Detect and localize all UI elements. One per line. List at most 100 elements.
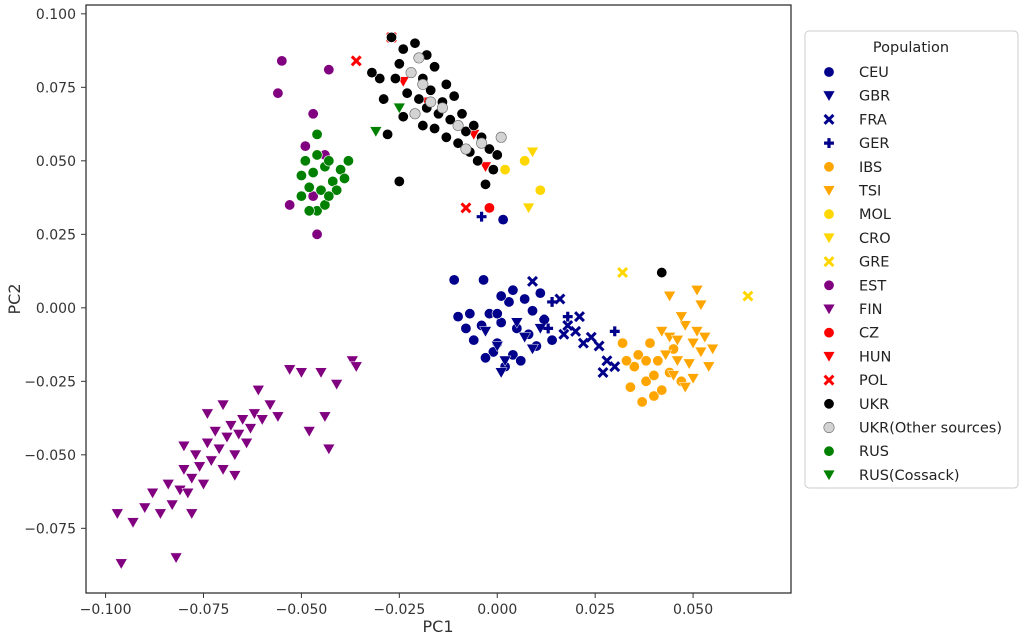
point-fin [114,558,128,570]
y-tick-label: −0.025 [24,374,76,390]
point-ceu [519,293,531,305]
point-ukr [378,93,390,105]
point-tsi [655,326,669,338]
point-ceu [497,214,509,226]
point-ger [609,326,620,337]
point-ukr [397,43,409,55]
legend-label-gbr: GBR [859,89,890,105]
point-tsi [659,349,673,362]
point-fin [314,367,328,379]
point-rus [311,128,323,140]
point-fin [212,443,226,456]
point-ukr [374,73,386,85]
point-ibs [640,355,652,367]
point-fra [593,340,605,352]
point-fin [177,464,191,476]
point-fin [302,426,316,438]
legend-label-rus-cossack: RUS(Cossack) [859,468,960,484]
point-fin [138,502,152,514]
point-ukr-other-sources [460,143,472,155]
point-ukr [413,93,425,105]
point-fin [201,408,214,420]
point-ukr-other-sources [409,108,421,120]
y-tick-label: −0.075 [24,521,76,537]
y-tick-label: 0.100 [36,7,76,23]
point-ukr-other-sources [413,52,425,64]
point-ukr-other-sources [476,137,488,149]
legend-label-rus: RUS [859,444,889,460]
legend-marker-fin [822,303,836,316]
point-fin [154,508,167,520]
legend-label-pol: POL [859,373,887,389]
point-ibs [632,349,644,361]
point-mol [499,164,511,176]
point-ceu [491,308,503,320]
point-ceu [515,355,527,367]
point-pol [350,55,362,67]
point-ukr-other-sources [452,120,464,132]
point-tsi [690,285,704,297]
point-ibs [620,355,632,367]
point-ibs [648,369,660,381]
point-rus [307,167,319,179]
point-fin [232,429,246,441]
point-tsi [706,343,720,356]
legend-box [804,30,1019,489]
legend-marker-rus [823,445,835,457]
point-ger [547,297,558,307]
point-ceu [507,284,519,296]
point-tsi [678,320,692,332]
point-gbr [526,343,539,356]
legend-label-cro: CRO [859,231,891,247]
point-gbr [490,341,504,353]
legend-label-ukr-other-sources: UKR(Other sources) [859,421,1002,437]
point-fra [527,275,538,287]
point-fin [197,479,210,491]
point-fin [181,488,195,500]
point-rus [295,170,307,182]
x-tick-label: −0.050 [276,602,328,618]
point-fin [161,479,175,491]
point-est [272,87,284,99]
legend-marker-ibs [823,161,835,173]
legend-marker-gbr [822,90,836,102]
x-tick-label: −0.075 [178,602,230,618]
point-mol [534,184,546,196]
point-fin [126,517,140,529]
point-fin [208,426,222,438]
point-fin [193,461,206,473]
point-rus [299,155,311,167]
point-ukr [366,67,378,79]
point-est [276,55,288,67]
point-ukr-other-sources [425,96,437,108]
point-ibs [656,384,668,396]
point-ceu [478,274,490,286]
point-tsi [674,311,688,323]
point-tsi [698,332,712,344]
legend-marker-ukr-other-sources [823,421,835,433]
point-tsi [694,346,708,359]
point-ukr [382,128,394,140]
point-fin [146,488,159,500]
point-ukr [389,73,401,85]
point-fra [597,367,609,378]
point-fin [216,399,230,412]
point-ger [543,323,554,334]
point-ukr [444,114,456,126]
point-ukr [440,78,452,90]
point-cz [483,202,495,214]
legend-title: Population [873,40,949,56]
point-ukr [417,120,429,132]
point-gbr [479,326,492,338]
point-ukr-other-sources [405,67,417,79]
point-ukr [656,267,668,279]
point-gre [617,267,629,279]
point-fin [228,470,242,482]
point-tsi [671,335,684,347]
x-tick-label: 0.000 [477,602,517,618]
point-rus [303,205,315,217]
point-gbr [498,355,512,367]
point-rus-cossack [369,126,383,138]
point-fin [271,411,285,423]
